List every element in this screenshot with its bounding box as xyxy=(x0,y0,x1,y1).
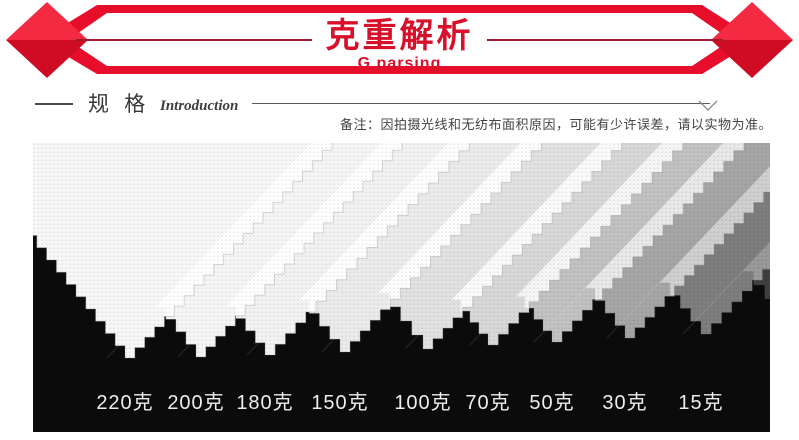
fabric-piece-texture xyxy=(322,143,622,352)
fabric-weight-photo: 220克 200克 180克 150克 100克 70克 50克 30克 15克 xyxy=(33,143,770,432)
ribbon-end-right-top-icon xyxy=(711,2,793,40)
section-dash xyxy=(35,103,73,105)
fabric-piece-texture xyxy=(33,143,333,358)
ribbon-end-left-top-icon xyxy=(6,2,88,40)
fabric-piece-texture xyxy=(247,143,542,355)
title-divider-right xyxy=(487,39,723,41)
fabric-piece-texture xyxy=(405,143,683,349)
chevron-down-icon xyxy=(698,100,718,111)
banner-title: 克重解析 xyxy=(325,17,474,55)
ribbon-end-right-bottom-icon xyxy=(711,40,793,78)
weight-label: 150克 xyxy=(311,392,369,414)
weight-label: 100克 xyxy=(394,392,452,414)
weight-label: 15克 xyxy=(678,392,724,414)
ribbon-end-left-bottom-icon xyxy=(6,40,88,78)
weight-label: 70克 xyxy=(465,392,511,414)
ribbon-banner: 克重解析 G parsing xyxy=(0,0,799,86)
weight-label: 220克 xyxy=(96,392,154,414)
section-rule xyxy=(252,103,710,104)
section-title-cn: 规 格 xyxy=(88,92,151,116)
section-title-en: Introduction xyxy=(160,98,239,114)
fabric-photo-svg xyxy=(33,143,770,359)
disclaimer-note: 备注：因拍摄光线和无纺布面积原因，可能有少许误差，请以实物为准。 xyxy=(339,117,772,132)
weight-label: 180克 xyxy=(236,392,294,414)
ribbon-inner-panel xyxy=(68,13,731,66)
banner-subtitle: G parsing xyxy=(357,55,442,72)
section-header: 规 格 Introduction xyxy=(0,92,799,120)
weight-label: 30克 xyxy=(602,392,648,414)
title-divider-left xyxy=(76,39,312,41)
weight-label: 200克 xyxy=(167,392,225,414)
ribbon-banner-graphic xyxy=(6,2,793,78)
weight-label: 50克 xyxy=(529,392,575,414)
